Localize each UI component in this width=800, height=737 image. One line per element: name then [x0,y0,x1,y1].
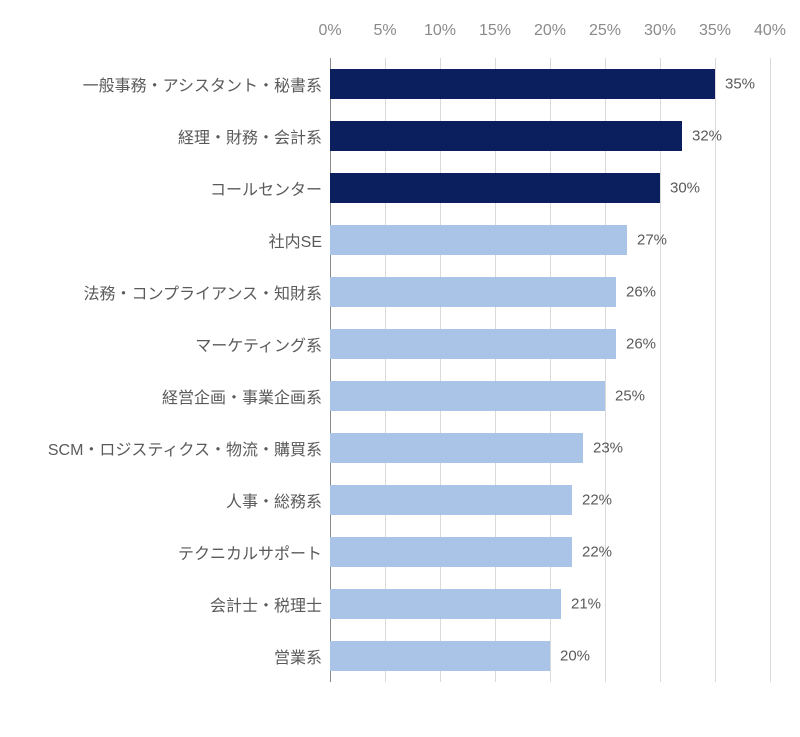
bar-row: 経営企画・事業企画系25% [330,381,770,410]
value-label: 32% [692,127,722,144]
bar [330,277,616,306]
category-label: 経営企画・事業企画系 [162,384,330,408]
category-label: 経理・財務・会計系 [178,124,330,148]
bar [330,329,616,358]
bar [330,641,550,670]
gridline [715,58,716,682]
bar-row: コールセンター30% [330,173,770,202]
bar-row: マーケティング系26% [330,329,770,358]
value-label: 23% [593,439,623,456]
value-label: 21% [571,595,601,612]
x-axis-tick-label: 15% [479,22,511,40]
category-label: SCM・ロジスティクス・物流・購買系 [48,436,330,460]
gridline [440,58,441,682]
plot-area: 一般事務・アシスタント・秘書系35% 経理・財務・会計系32% コールセンター30%… [330,58,770,682]
bar [330,381,605,410]
bar-row: 法務・コンプライアンス・知財系26% [330,277,770,306]
bar [330,173,660,202]
category-label: 一般事務・アシスタント・秘書系 [83,72,330,96]
value-label: 26% [626,335,656,352]
bar [330,433,583,462]
category-label: 法務・コンプライアンス・知財系 [83,280,330,304]
gridline [495,58,496,682]
value-label: 27% [637,231,667,248]
x-axis-tick-label: 25% [589,22,621,40]
x-axis-labels: 0%5%10%15%20%25%30%35%40% [330,22,770,42]
value-label: 20% [560,647,590,664]
bar-row: 一般事務・アシスタント・秘書系35% [330,69,770,98]
x-axis-tick-label: 10% [424,22,456,40]
gridline [330,58,331,682]
category-label: 社内SE [269,228,330,252]
value-label: 30% [670,179,700,196]
x-axis-tick-label: 0% [318,22,341,40]
category-label: 会計士・税理士 [210,592,330,616]
bar [330,485,572,514]
category-label: テクニカルサポート [178,540,330,564]
bar-row: 経理・財務・会計系32% [330,121,770,150]
gridline [550,58,551,682]
value-label: 22% [582,491,612,508]
gridline [770,58,771,682]
x-axis-tick-label: 5% [373,22,396,40]
x-axis-tick-label: 20% [534,22,566,40]
bar [330,121,682,150]
bar-row: 営業系20% [330,641,770,670]
gridline [385,58,386,682]
gridline [605,58,606,682]
x-axis-tick-label: 30% [644,22,676,40]
x-axis-tick-label: 40% [754,22,786,40]
bar-row: SCM・ロジスティクス・物流・購買系23% [330,433,770,462]
category-label: 人事・総務系 [226,488,330,512]
bar-row: 人事・総務系22% [330,485,770,514]
value-label: 25% [615,387,645,404]
bar-row: 会計士・税理士21% [330,589,770,618]
value-label: 26% [626,283,656,300]
bar-row: 社内SE27% [330,225,770,254]
bar-row: テクニカルサポート22% [330,537,770,566]
bar [330,69,715,98]
gridline [660,58,661,682]
value-label: 35% [725,75,755,92]
bar [330,225,627,254]
category-label: 営業系 [274,644,330,668]
value-label: 22% [582,543,612,560]
bar-chart: 一般事務・アシスタント・秘書系35%経理・財務・会計系32%コールセンター30%… [0,0,800,737]
bar [330,537,572,566]
category-label: コールセンター [210,176,330,200]
category-label: マーケティング系 [195,332,330,356]
x-axis-tick-label: 35% [699,22,731,40]
bar [330,589,561,618]
